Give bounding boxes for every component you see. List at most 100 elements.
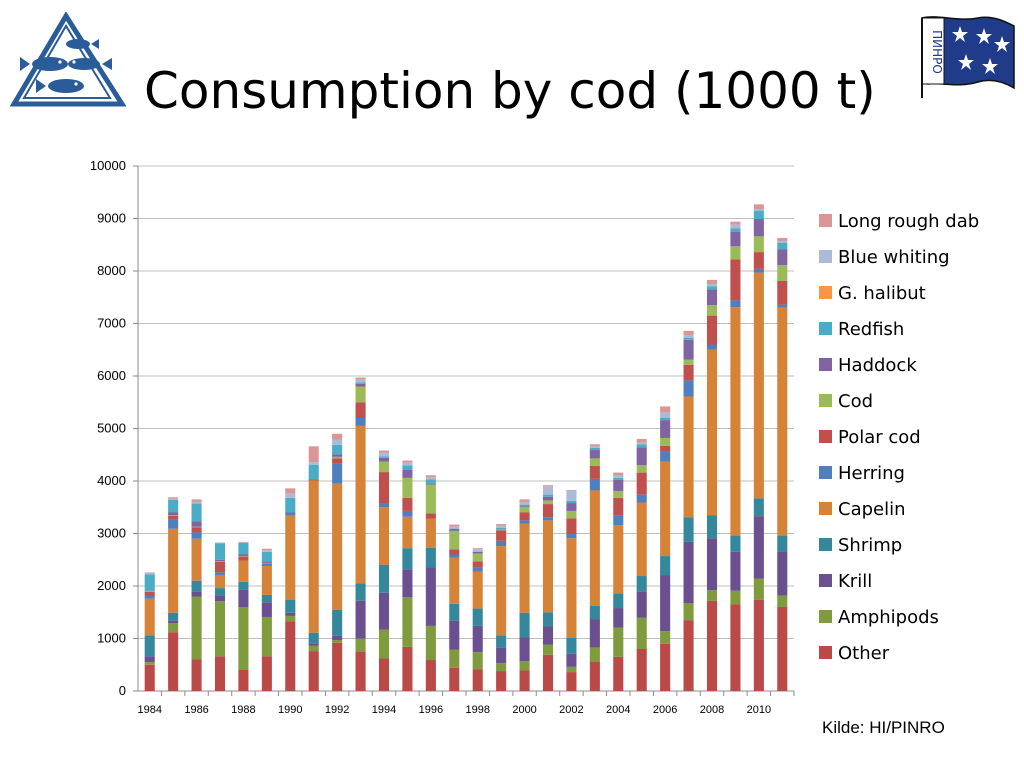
bar-segment — [472, 561, 483, 568]
bar-segment — [777, 551, 788, 596]
bar-segment — [566, 490, 577, 501]
bar-segment — [613, 475, 624, 478]
bar-segment — [285, 621, 296, 691]
bar-segment — [589, 605, 600, 620]
bar-segment — [168, 515, 179, 516]
bar-segment — [660, 420, 671, 438]
bar-segment — [777, 241, 788, 243]
bar-segment — [730, 604, 741, 691]
bar-segment — [730, 307, 741, 536]
bar-segment — [332, 456, 343, 459]
bar-segment — [191, 538, 202, 581]
bar-segment — [542, 496, 554, 501]
bar-segment — [589, 465, 600, 479]
bar-segment — [402, 646, 413, 691]
bar-segment — [472, 549, 483, 552]
bar-segment — [191, 503, 202, 522]
legend-label: G. halibut — [838, 283, 926, 304]
bar-segment — [613, 479, 624, 491]
x-tick-label: 2008 — [700, 704, 724, 716]
legend-swatch — [819, 610, 832, 623]
bar-segment — [542, 654, 554, 691]
bar-segment — [355, 386, 366, 403]
legend-swatch — [819, 358, 832, 371]
bar-segment — [144, 656, 155, 663]
bar-segment — [777, 595, 788, 607]
bar-segment — [425, 518, 436, 548]
bar-segment — [683, 603, 694, 621]
bar-segment — [683, 359, 694, 365]
bar-segment — [472, 669, 483, 691]
bar-segment — [402, 460, 413, 463]
bar-segment — [542, 486, 554, 495]
bar-segment — [496, 671, 507, 691]
bar-segment — [566, 534, 577, 539]
bar-segment — [355, 377, 366, 380]
bar-segment — [566, 510, 577, 519]
bar-segment — [191, 499, 202, 502]
bar-segment — [308, 480, 319, 633]
bar-segment — [706, 279, 718, 285]
bar-segment — [753, 268, 764, 273]
bar-segment — [355, 651, 366, 691]
bar-segment — [144, 664, 155, 691]
bar-segment — [753, 236, 764, 253]
bar-segment — [613, 656, 624, 691]
bar-segment — [214, 561, 226, 562]
page-title: Consumption by cod (1000 t) — [144, 62, 876, 120]
bar-segment — [285, 599, 296, 613]
bar-segment — [261, 656, 272, 691]
bar-segment — [566, 500, 577, 504]
x-tick-label: 1984 — [137, 704, 161, 716]
bar-segment — [589, 478, 600, 491]
x-tick-label: 1998 — [465, 704, 489, 716]
bar-segment — [378, 629, 390, 659]
legend-label: Krill — [838, 571, 872, 592]
bar-segment — [542, 494, 554, 497]
bar-segment — [308, 462, 319, 465]
bar-segment — [613, 627, 624, 657]
y-tick-label: 5000 — [97, 421, 126, 436]
bar-segment — [496, 527, 507, 530]
bar-segment — [191, 502, 202, 504]
bar-segment — [144, 572, 155, 573]
y-tick-label: 4000 — [97, 473, 126, 488]
bar-segment — [777, 242, 788, 250]
bar-segment — [191, 591, 202, 597]
x-tick-label: 2004 — [606, 704, 630, 716]
bar-segment — [355, 379, 366, 383]
bar-segment — [191, 659, 202, 691]
source-label: Kilde: HI/PINRO — [822, 718, 945, 737]
bar-segment — [542, 485, 554, 487]
bar-segment — [425, 477, 436, 480]
bar-segment — [542, 504, 554, 518]
x-tick-label: 1994 — [372, 704, 396, 716]
bar-segment — [730, 224, 741, 229]
bar-segment — [706, 538, 718, 591]
bar-segment — [496, 663, 507, 672]
bar-segment — [144, 572, 155, 575]
bar-segment — [449, 524, 460, 527]
x-tick-label: 1990 — [278, 704, 302, 716]
bar-segment — [144, 598, 155, 636]
bar-segment — [753, 252, 764, 269]
y-tick-label: 10000 — [90, 158, 126, 173]
bar-segment — [589, 446, 600, 448]
bar-segment — [191, 532, 202, 539]
bar-segment — [168, 612, 179, 621]
legend-swatch — [819, 646, 832, 659]
y-tick-label: 7000 — [97, 316, 126, 331]
bar-segment — [542, 626, 554, 645]
bar-segment — [332, 433, 343, 440]
bar-segment — [589, 447, 600, 451]
bar-segment — [753, 516, 764, 579]
bar-segment — [214, 601, 226, 657]
bar-segment — [660, 406, 671, 413]
flag-text: ПИНРО — [930, 30, 944, 74]
bar-segment — [402, 516, 413, 549]
bar-segment — [144, 590, 155, 592]
bar-segment — [472, 553, 483, 562]
bar-segment — [706, 315, 718, 345]
bar-segment — [449, 649, 460, 668]
bar-segment — [660, 461, 671, 557]
